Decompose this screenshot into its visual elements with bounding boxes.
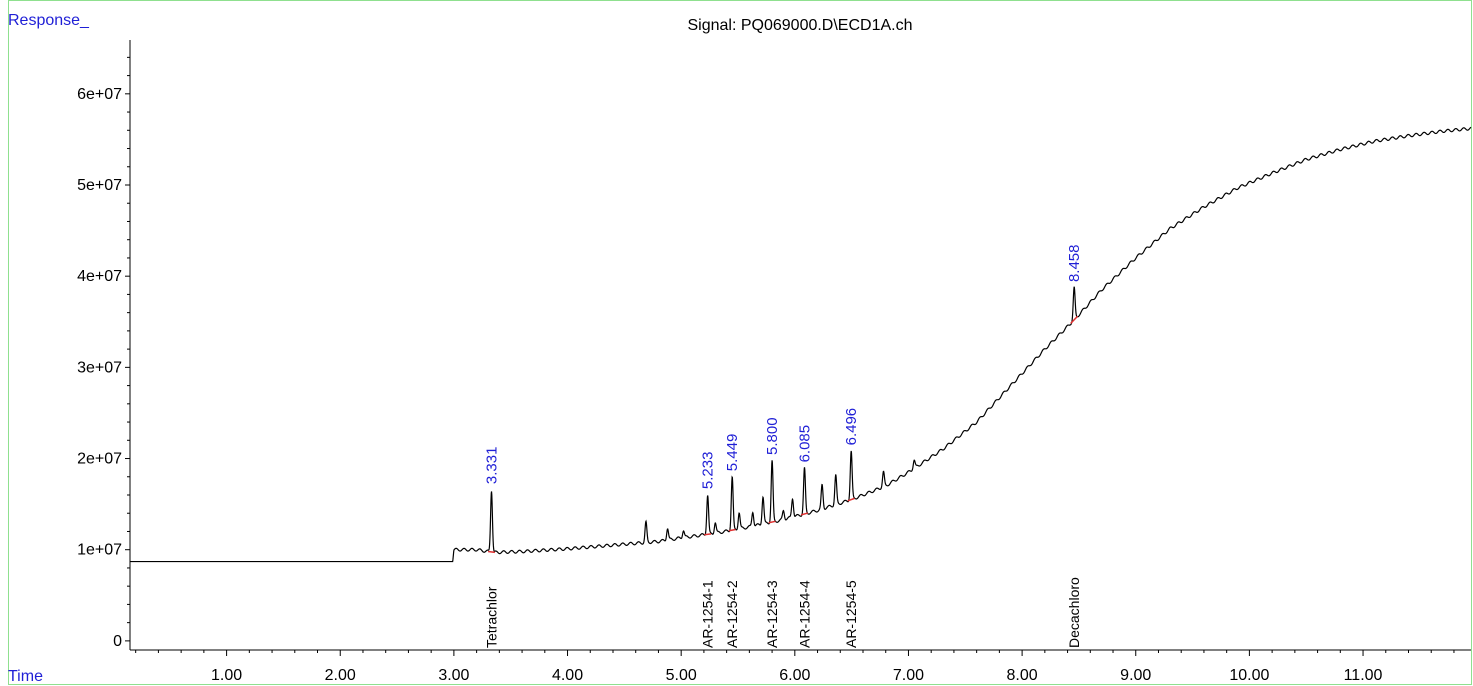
- integration-baseline: [487, 550, 496, 554]
- integration-baseline: [728, 528, 736, 532]
- x-tick-label: 8.00: [1007, 667, 1038, 684]
- x-tick-label: 1.00: [211, 667, 242, 684]
- retention-time-label: 8.458: [1066, 244, 1083, 282]
- compound-label: AR-1254-5: [843, 580, 859, 648]
- y-tick-label: 3e+07: [77, 359, 122, 376]
- x-tick-label: 9.00: [1120, 667, 1151, 684]
- signal-trace: [130, 126, 1472, 563]
- plot-frame: [8, 0, 1472, 685]
- x-tick-label: 3.00: [438, 667, 469, 684]
- retention-time-label: 6.496: [843, 408, 860, 446]
- y-tick-label: 2e+07: [77, 451, 122, 468]
- y-axis-label: Response_: [8, 12, 89, 29]
- integration-baseline: [847, 497, 855, 502]
- integration-baseline: [800, 512, 809, 516]
- x-tick-label: 6.00: [779, 667, 810, 684]
- chart-title: Signal: PQ069000.D\ECD1A.ch: [687, 17, 913, 34]
- x-tick-label: 11.00: [1344, 667, 1383, 684]
- x-tick-label: 10.00: [1229, 667, 1269, 684]
- compound-label: Decachloro: [1066, 577, 1082, 648]
- y-tick-label: 0: [113, 633, 122, 650]
- compound-label: AR-1254-2: [724, 580, 740, 648]
- x-axis-label: Time: [8, 668, 43, 685]
- retention-time-label: 5.800: [764, 417, 781, 455]
- y-tick-label: 5e+07: [77, 177, 122, 194]
- x-tick-label: 5.00: [666, 667, 697, 684]
- compound-label: AR-1254-3: [764, 580, 780, 648]
- y-tick-label: 1e+07: [77, 542, 122, 559]
- integration-baseline: [768, 520, 776, 524]
- retention-time-label: 5.233: [700, 452, 717, 490]
- integration-baseline: [1070, 315, 1079, 324]
- integration-baseline: [704, 533, 712, 536]
- x-tick-label: 2.00: [325, 667, 356, 684]
- retention-time-label: 3.331: [484, 447, 501, 485]
- retention-time-label: 6.085: [796, 425, 813, 463]
- compound-label: Tetrachlor: [484, 586, 500, 648]
- compound-label: AR-1254-1: [700, 580, 716, 648]
- retention-time-label: 5.449: [724, 434, 741, 472]
- x-tick-label: 4.00: [552, 667, 583, 684]
- x-tick-label: 7.00: [893, 667, 924, 684]
- compound-label: AR-1254-4: [796, 580, 812, 648]
- y-tick-label: 4e+07: [77, 268, 122, 285]
- y-tick-label: 6e+07: [77, 86, 122, 103]
